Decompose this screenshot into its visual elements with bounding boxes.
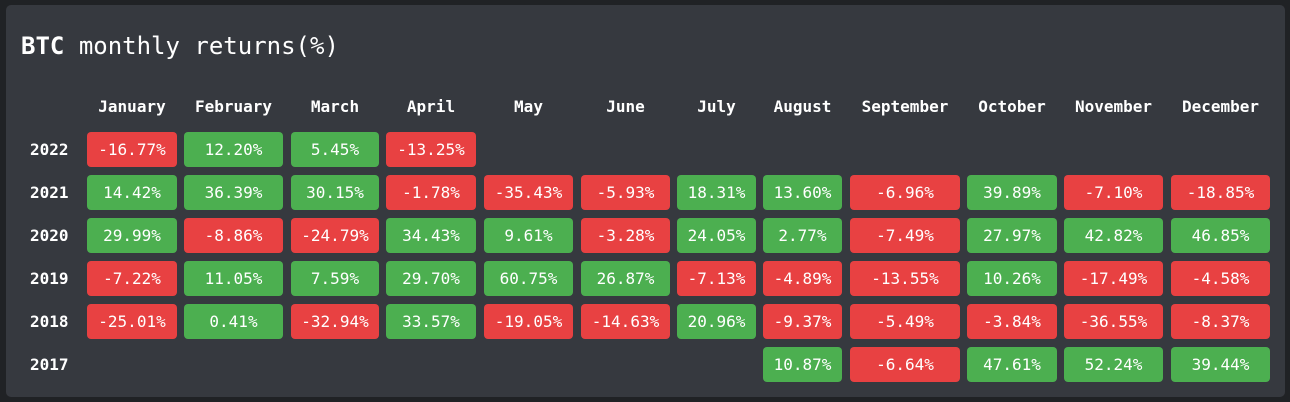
returns-panel: BTC monthly returns(%) January February Ma… (6, 5, 1285, 397)
return-cell-2020-july: 24.05% (677, 218, 756, 253)
month-header-september: September (861, 97, 949, 116)
month-header-february: February (194, 97, 273, 116)
month-header-may: May (514, 97, 543, 116)
month-header-april: April (406, 97, 456, 116)
return-cell-2018-december: -8.37% (1171, 304, 1270, 339)
return-cell-2021-april: -1.78% (386, 175, 476, 210)
return-cell-2021-march: 30.15% (291, 175, 379, 210)
return-cell-2018-september: -5.49% (850, 304, 960, 339)
return-cell-2019-september: -13.55% (850, 261, 960, 296)
return-cell-2018-march: -32.94% (291, 304, 379, 339)
year-label-2018: 2018 (30, 312, 69, 331)
return-cell-2021-june: -5.93% (581, 175, 670, 210)
return-cell-2017-august: 10.87% (763, 347, 842, 382)
return-cell-2020-september: -7.49% (850, 218, 960, 253)
return-cell-2017-december: 39.44% (1171, 347, 1270, 382)
return-cell-2021-august: 13.60% (763, 175, 842, 210)
return-cell-2021-january: 14.42% (87, 175, 177, 210)
return-cell-2019-december: -4.58% (1171, 261, 1270, 296)
chart-title: BTC monthly returns(%) (21, 32, 339, 60)
return-cell-2018-may: -19.05% (484, 304, 573, 339)
return-cell-2022-january: -16.77% (87, 132, 177, 167)
return-cell-2017-september: -6.64% (850, 347, 960, 382)
year-label-2019: 2019 (30, 269, 69, 288)
return-cell-2020-june: -3.28% (581, 218, 670, 253)
year-label-2022: 2022 (30, 140, 69, 159)
return-cell-2022-march: 5.45% (291, 132, 379, 167)
return-cell-2020-december: 46.85% (1171, 218, 1270, 253)
return-cell-2021-february: 36.39% (184, 175, 283, 210)
return-cell-2019-march: 7.59% (291, 261, 379, 296)
year-label-2020: 2020 (30, 226, 69, 245)
month-header-october: October (978, 97, 1046, 116)
return-cell-2019-april: 29.70% (386, 261, 476, 296)
month-header-march: March (310, 97, 360, 116)
return-cell-2017-october: 47.61% (967, 347, 1057, 382)
return-cell-2021-september: -6.96% (850, 175, 960, 210)
month-header-december: December (1181, 97, 1260, 116)
return-cell-2018-june: -14.63% (581, 304, 670, 339)
return-cell-2021-july: 18.31% (677, 175, 756, 210)
return-cell-2020-may: 9.61% (484, 218, 573, 253)
return-cell-2019-october: 10.26% (967, 261, 1057, 296)
return-cell-2018-august: -9.37% (763, 304, 842, 339)
return-cell-2017-november: 52.24% (1064, 347, 1163, 382)
return-cell-2021-november: -7.10% (1064, 175, 1163, 210)
return-cell-2022-april: -13.25% (386, 132, 476, 167)
return-cell-2018-october: -3.84% (967, 304, 1057, 339)
return-cell-2020-october: 27.97% (967, 218, 1057, 253)
return-cell-2020-january: 29.99% (87, 218, 177, 253)
return-cell-2019-january: -7.22% (87, 261, 177, 296)
return-cell-2019-july: -7.13% (677, 261, 756, 296)
return-cell-2021-october: 39.89% (967, 175, 1057, 210)
return-cell-2018-april: 33.57% (386, 304, 476, 339)
return-cell-2019-august: -4.89% (763, 261, 842, 296)
return-cell-2019-may: 60.75% (484, 261, 573, 296)
return-cell-2020-march: -24.79% (291, 218, 379, 253)
return-cell-2021-december: -18.85% (1171, 175, 1270, 210)
return-cell-2019-june: 26.87% (581, 261, 670, 296)
year-label-2021: 2021 (30, 183, 69, 202)
return-cell-2018-february: 0.41% (184, 304, 283, 339)
return-cell-2018-january: -25.01% (87, 304, 177, 339)
return-cell-2019-november: -17.49% (1064, 261, 1163, 296)
return-cell-2019-february: 11.05% (184, 261, 283, 296)
coin-symbol: BTC (21, 32, 65, 60)
return-cell-2020-february: -8.86% (184, 218, 283, 253)
return-cell-2020-november: 42.82% (1064, 218, 1163, 253)
month-header-january: January (98, 97, 166, 116)
return-cell-2020-august: 2.77% (763, 218, 842, 253)
month-header-july: July (697, 97, 736, 116)
return-cell-2022-february: 12.20% (184, 132, 283, 167)
return-cell-2018-july: 20.96% (677, 304, 756, 339)
return-cell-2021-may: -35.43% (484, 175, 573, 210)
return-cell-2018-november: -36.55% (1064, 304, 1163, 339)
month-header-november: November (1074, 97, 1153, 116)
month-header-june: June (606, 97, 645, 116)
title-text: monthly returns(%) (78, 32, 339, 60)
month-header-august: August (773, 97, 832, 116)
return-cell-2020-april: 34.43% (386, 218, 476, 253)
year-label-2017: 2017 (30, 355, 69, 374)
